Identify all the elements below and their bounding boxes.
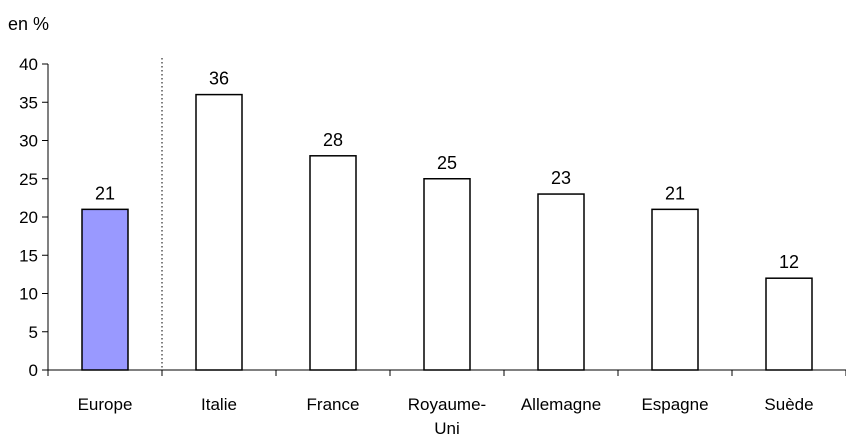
y-tick-label: 40 bbox=[19, 55, 38, 74]
x-tick-label: Europe bbox=[78, 395, 133, 414]
x-tick-label-line: Suède bbox=[764, 395, 813, 414]
bar bbox=[81, 208, 129, 371]
x-tick-label-line: Europe bbox=[78, 395, 133, 414]
category-labels: Europe Italie France Royaume- Uni Allemagne Es… bbox=[78, 395, 814, 437]
bar bbox=[765, 277, 813, 371]
y-tick-label: 10 bbox=[19, 285, 38, 304]
y-tick-label: 30 bbox=[19, 132, 38, 151]
bar bbox=[423, 178, 471, 371]
x-tick-label: France bbox=[307, 395, 360, 414]
y-tick-label: 5 bbox=[29, 323, 38, 342]
data-label: 12 bbox=[779, 252, 799, 272]
x-tick-label: Suède bbox=[764, 395, 813, 414]
data-label: 21 bbox=[95, 183, 115, 203]
bar bbox=[537, 193, 585, 371]
bar bbox=[195, 93, 243, 371]
y-tick-label: 35 bbox=[19, 93, 38, 112]
x-tick-label: Italie bbox=[201, 395, 237, 414]
x-tick-label-line: Allemagne bbox=[521, 395, 601, 414]
y-tick-label: 0 bbox=[29, 361, 38, 380]
value-labels: 21 36 28 25 23 21 12 bbox=[95, 69, 799, 273]
x-tick-label-line: Italie bbox=[201, 395, 237, 414]
bar bbox=[651, 208, 699, 371]
bar bbox=[309, 155, 357, 371]
x-tick-label: Allemagne bbox=[521, 395, 601, 414]
y-tick-label: 25 bbox=[19, 170, 38, 189]
y-tick-label: 15 bbox=[19, 246, 38, 265]
x-tick-label-line: France bbox=[307, 395, 360, 414]
data-label: 21 bbox=[665, 183, 685, 203]
y-unit-label: en % bbox=[8, 14, 50, 34]
data-label: 23 bbox=[551, 168, 571, 188]
data-label: 25 bbox=[437, 153, 457, 173]
x-tick-label-line: Espagne bbox=[641, 395, 708, 414]
y-axis: 0 5 10 15 20 25 30 35 40 bbox=[19, 55, 49, 380]
data-label: 28 bbox=[323, 130, 343, 150]
x-tick-label: Royaume- Uni bbox=[408, 395, 486, 437]
x-tick-label: Espagne bbox=[641, 395, 708, 414]
y-tick-label: 20 bbox=[19, 208, 38, 227]
x-tick-label-line: Uni bbox=[434, 419, 460, 437]
x-tick-label-line: Royaume- bbox=[408, 395, 486, 414]
bars bbox=[81, 93, 813, 371]
data-label: 36 bbox=[209, 69, 229, 89]
